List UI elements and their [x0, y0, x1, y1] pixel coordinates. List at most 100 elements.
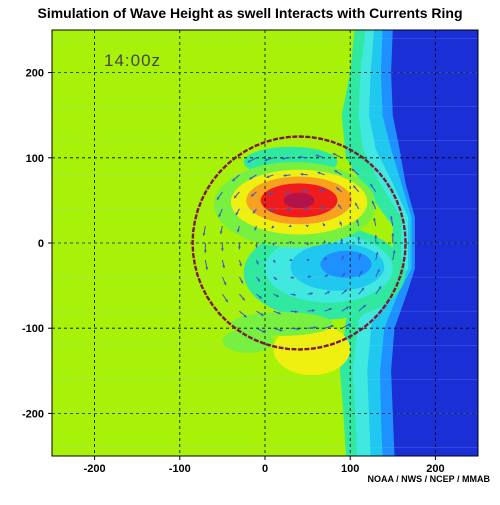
peak-core	[283, 192, 315, 209]
current-vector-head	[323, 257, 327, 261]
current-vector-head	[371, 200, 375, 204]
current-vector-head	[306, 242, 310, 245]
current-vector-head	[330, 324, 334, 328]
current-vector-head	[336, 187, 340, 191]
current-vector-head	[361, 287, 365, 291]
band-deep-blue	[391, 30, 478, 456]
current-vector-head	[257, 278, 261, 282]
current-vector-head	[391, 233, 395, 236]
current-vector-head	[356, 219, 360, 223]
y-tick-label: 0	[38, 238, 44, 250]
vector-layer	[202, 152, 396, 334]
x-tick-label: -100	[169, 463, 191, 475]
current-vector-head	[325, 274, 329, 278]
current-vector-head	[218, 213, 222, 217]
current-vector-head	[296, 327, 300, 331]
current-vector-head	[238, 246, 241, 250]
current-vector-head	[338, 204, 341, 208]
current-vector-head	[289, 241, 292, 244]
current-vector-head	[317, 171, 321, 175]
current-vector-head	[222, 265, 226, 269]
current-vector-head	[390, 216, 393, 219]
mid-lobe-green	[230, 312, 334, 336]
current-vector-head	[321, 206, 325, 209]
current-vector-head	[306, 259, 310, 262]
current-vector-head	[275, 294, 279, 297]
current-vector-head	[281, 157, 285, 160]
current-vector-head	[310, 292, 313, 296]
current-vector-head	[266, 175, 270, 178]
current-vector-head	[323, 240, 327, 243]
bottom-lobe-green	[222, 329, 274, 353]
current-vector-head	[291, 275, 295, 279]
current-vector-head	[341, 255, 344, 259]
x-tick-label: 100	[341, 463, 359, 475]
current-vector-head	[355, 202, 358, 206]
current-vector-head	[272, 259, 276, 263]
chart-title: Simulation of Wave Height as swell Inter…	[37, 5, 463, 21]
current-vector-head	[283, 173, 287, 177]
x-tick-label: 0	[262, 463, 268, 475]
current-vector-head	[328, 308, 332, 311]
current-vector-head	[332, 153, 336, 156]
current-vector-head	[254, 227, 258, 231]
current-vector-head	[247, 159, 251, 163]
current-vector-head	[305, 224, 309, 228]
current-vector-head	[311, 309, 315, 313]
current-vector-head	[202, 232, 206, 236]
current-vector-head	[392, 250, 396, 254]
current-vector-head	[234, 195, 237, 199]
current-vector-head	[289, 258, 293, 262]
lobe-mid-blue	[320, 250, 372, 278]
current-vector-head	[277, 311, 281, 315]
current-vector-head	[334, 170, 338, 173]
current-vector-head	[217, 196, 220, 200]
current-vector-head	[351, 168, 355, 172]
current-vector-head	[272, 243, 275, 246]
current-vector-head	[271, 225, 275, 229]
current-vector-head	[242, 297, 245, 301]
current-ring	[191, 135, 407, 351]
current-vector-head	[232, 178, 236, 182]
current-vector-head	[262, 330, 266, 333]
current-vector-head	[313, 326, 317, 329]
y-tick-label: 200	[26, 68, 44, 80]
x-tick-label: -200	[84, 463, 106, 475]
current-vector-head	[203, 250, 207, 253]
x-tick-label: 200	[426, 463, 444, 475]
axis-layer: -200 -100 0 100 200 200 100 0 -100 -200	[22, 29, 479, 475]
current-vector-head	[239, 263, 242, 267]
current-vector-head	[370, 183, 374, 187]
current-vector-head	[304, 207, 307, 211]
current-vector-head	[264, 158, 268, 162]
current-vector-head	[374, 234, 378, 238]
current-vector-head	[353, 185, 357, 189]
current-vector-head	[347, 323, 351, 327]
current-vector-head	[240, 280, 244, 284]
current-vector-head	[345, 306, 349, 310]
current-vector-head	[319, 189, 323, 192]
current-vector-head	[322, 223, 326, 227]
current-vector-head	[286, 207, 290, 211]
current-vector-head	[308, 275, 312, 279]
current-vector-head	[258, 295, 262, 299]
ring-layer	[191, 135, 407, 351]
current-vector-head	[285, 190, 289, 194]
current-vector-head	[357, 236, 361, 240]
current-vector-head	[288, 224, 292, 227]
y-tick-label: -100	[22, 323, 44, 335]
current-vector-head	[225, 299, 228, 303]
current-vector-head	[255, 261, 259, 265]
current-vector-head	[344, 289, 348, 293]
current-vector-head	[205, 267, 209, 270]
current-vector-head	[302, 189, 306, 193]
current-vector-head	[359, 270, 363, 274]
current-vector-head	[220, 248, 224, 252]
current-vector-head	[340, 238, 344, 242]
current-vector-head	[300, 172, 304, 176]
current-vector-head	[373, 217, 376, 221]
current-vector-head	[268, 192, 272, 195]
plot-area	[52, 30, 478, 456]
y-tick-label: 100	[26, 153, 44, 165]
current-vector-head	[251, 193, 255, 197]
